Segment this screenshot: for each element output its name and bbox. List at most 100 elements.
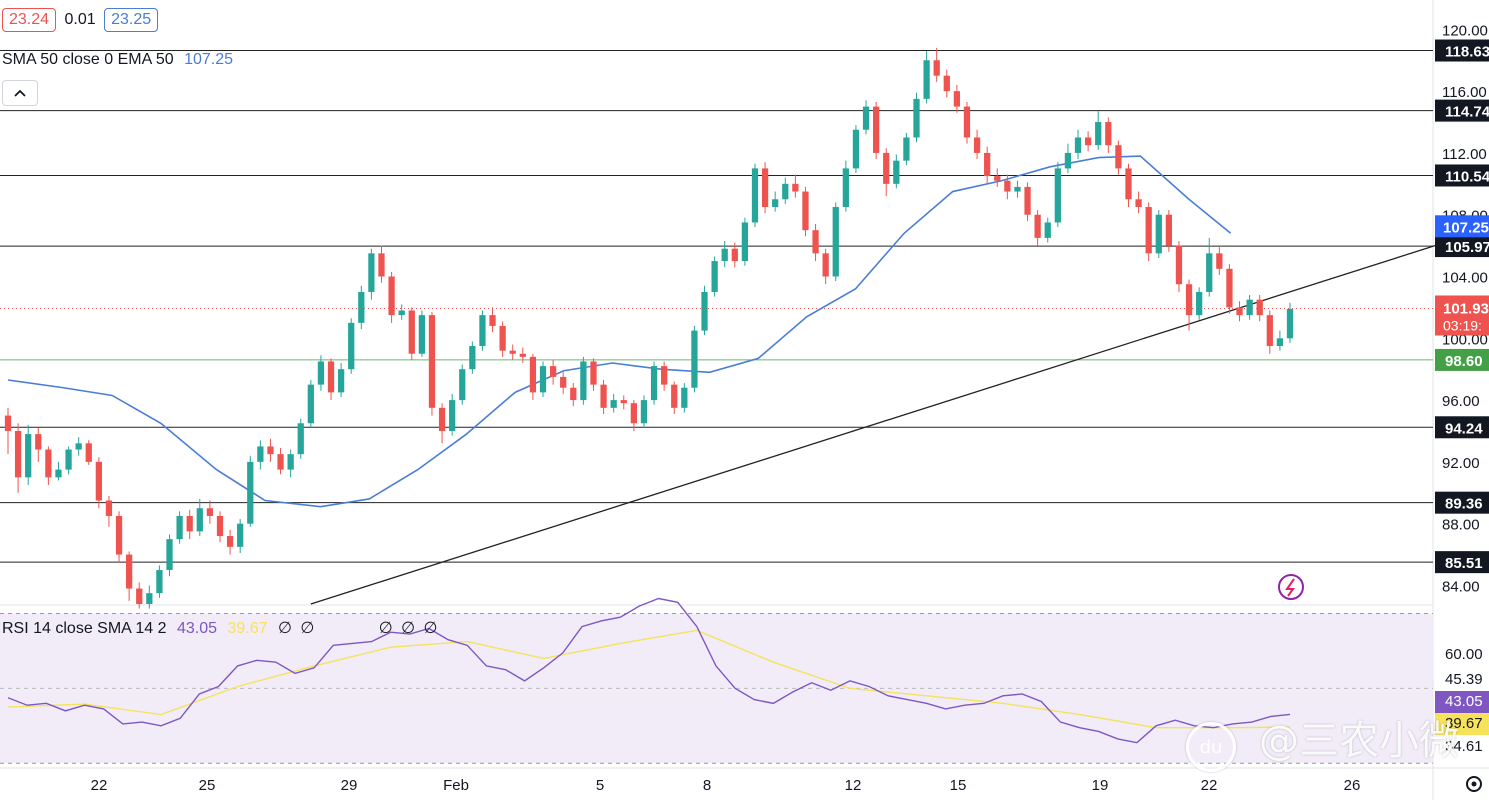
candle[interactable]	[953, 84, 961, 113]
candle[interactable]	[1004, 174, 1011, 200]
candle[interactable]	[45, 446, 52, 486]
candle[interactable]	[893, 154, 900, 189]
candle[interactable]	[1095, 111, 1102, 150]
candle[interactable]	[418, 310, 426, 357]
candle[interactable]	[1226, 264, 1233, 314]
candle[interactable]	[449, 393, 456, 436]
candle[interactable]	[822, 248, 829, 285]
candle[interactable]	[580, 356, 587, 405]
candle[interactable]	[317, 355, 325, 391]
candle[interactable]	[237, 519, 244, 554]
candle[interactable]	[499, 321, 506, 357]
candle[interactable]	[691, 325, 698, 393]
collapse-legend-button[interactable]	[2, 80, 38, 106]
candle[interactable]	[287, 449, 294, 478]
candle[interactable]	[1175, 240, 1183, 292]
candle[interactable]	[943, 69, 950, 98]
candle[interactable]	[994, 168, 1001, 187]
candle[interactable]	[247, 455, 254, 527]
candle[interactable]	[1135, 191, 1142, 214]
candle[interactable]	[903, 132, 910, 166]
candle[interactable]	[731, 242, 738, 268]
candle[interactable]	[156, 565, 163, 598]
candle[interactable]	[1014, 180, 1021, 198]
candle[interactable]	[509, 344, 516, 360]
candle[interactable]	[1276, 330, 1284, 351]
candle[interactable]	[438, 403, 446, 444]
candle[interactable]	[358, 285, 365, 330]
candle[interactable]	[337, 363, 345, 398]
candle[interactable]	[1246, 295, 1253, 320]
candle[interactable]	[226, 529, 234, 555]
candle[interactable]	[721, 240, 728, 268]
candle[interactable]	[852, 125, 860, 174]
candle[interactable]	[55, 461, 62, 481]
candle[interactable]	[186, 509, 193, 540]
candle[interactable]	[661, 361, 668, 391]
candle[interactable]	[620, 395, 627, 410]
candle[interactable]	[832, 202, 839, 282]
candle[interactable]	[257, 440, 264, 470]
candle[interactable]	[842, 160, 849, 212]
candle[interactable]	[428, 312, 436, 416]
candle[interactable]	[600, 380, 607, 414]
candle[interactable]	[782, 177, 789, 204]
candle[interactable]	[802, 186, 809, 237]
candle[interactable]	[95, 457, 102, 509]
candle[interactable]	[479, 310, 486, 351]
candle[interactable]	[610, 393, 617, 413]
candle[interactable]	[327, 358, 335, 401]
candle[interactable]	[630, 400, 637, 431]
candle[interactable]	[388, 271, 395, 323]
candle[interactable]	[812, 223, 819, 262]
candle[interactable]	[1084, 131, 1092, 152]
candle[interactable]	[378, 245, 385, 283]
candle[interactable]	[862, 100, 870, 135]
candle[interactable]	[650, 361, 658, 405]
candle[interactable]	[1054, 162, 1061, 228]
candle[interactable]	[529, 353, 537, 401]
candle[interactable]	[1105, 117, 1112, 153]
candle[interactable]	[570, 383, 577, 407]
candle[interactable]	[883, 148, 890, 197]
candle[interactable]	[933, 47, 940, 82]
candle[interactable]	[297, 418, 304, 459]
candle[interactable]	[75, 437, 82, 456]
candle[interactable]	[4, 407, 12, 455]
candle[interactable]	[196, 498, 203, 537]
candle[interactable]	[792, 174, 799, 198]
candle[interactable]	[539, 361, 547, 398]
candle[interactable]	[751, 163, 759, 228]
candle[interactable]	[963, 101, 971, 144]
lightning-icon[interactable]	[1278, 574, 1304, 600]
candle[interactable]	[761, 162, 769, 214]
candle[interactable]	[267, 438, 274, 462]
candle[interactable]	[166, 534, 173, 577]
candle[interactable]	[1196, 287, 1203, 320]
candle[interactable]	[1256, 295, 1263, 322]
candle[interactable]	[35, 427, 42, 462]
candle[interactable]	[115, 511, 123, 563]
candle[interactable]	[105, 495, 113, 527]
candle[interactable]	[1266, 310, 1273, 354]
candle[interactable]	[772, 191, 779, 212]
candle[interactable]	[1044, 217, 1051, 243]
bid-pill[interactable]: 23.24	[2, 8, 57, 32]
candle[interactable]	[14, 423, 22, 493]
candle[interactable]	[973, 129, 981, 160]
candle[interactable]	[85, 440, 92, 465]
candle[interactable]	[459, 364, 466, 405]
candle[interactable]	[176, 511, 183, 544]
candle[interactable]	[126, 551, 133, 601]
candle[interactable]	[1074, 129, 1082, 160]
candle[interactable]	[469, 341, 476, 374]
candle[interactable]	[408, 307, 415, 360]
candle[interactable]	[65, 446, 72, 475]
candle[interactable]	[640, 395, 648, 428]
candle[interactable]	[519, 347, 526, 364]
candle[interactable]	[1145, 202, 1152, 262]
candle[interactable]	[1165, 210, 1172, 252]
candle[interactable]	[711, 256, 718, 297]
